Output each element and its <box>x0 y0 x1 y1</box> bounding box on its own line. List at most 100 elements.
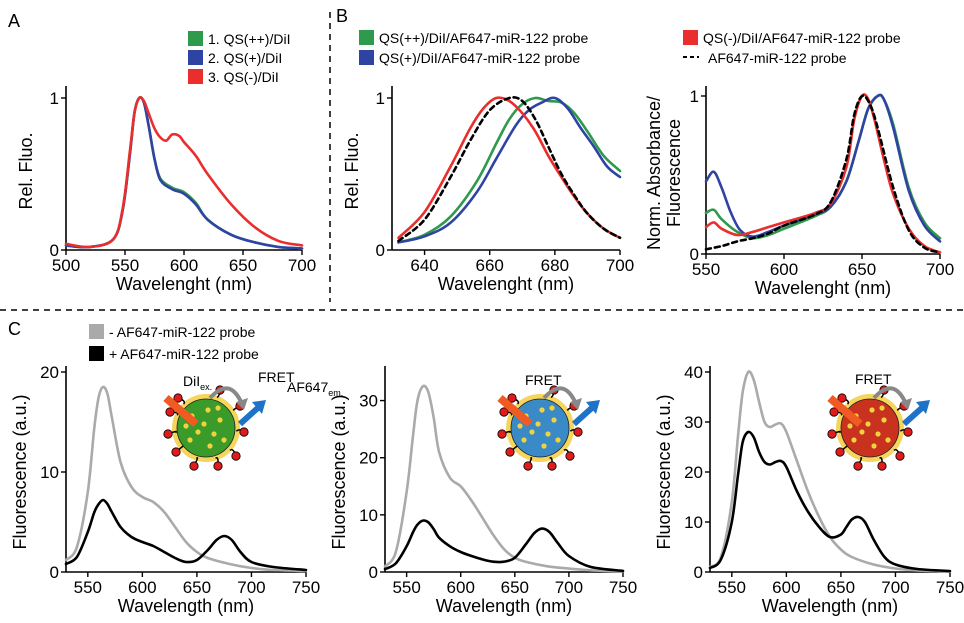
series-line-1 <box>397 96 622 244</box>
nanoparticle-illustration-1 <box>163 385 266 471</box>
fret-arrowhead <box>570 398 582 410</box>
legend-b-item: QS(+)/DiI/AF647-miR-122 probe <box>359 50 580 66</box>
y-axis-label: Norm. Absorbance/Fluorescence <box>644 96 684 250</box>
x-tick-label: 650 <box>848 260 876 279</box>
legend-label: + AF647-miR-122 probe <box>109 346 259 362</box>
y-tick-label: 1 <box>50 89 59 108</box>
legend-c: - AF647-miR-122 probe + AF647-miR-122 pr… <box>89 324 259 362</box>
dye-dot <box>871 443 877 449</box>
dye-dot <box>859 429 865 435</box>
probe-dye <box>547 461 557 471</box>
fret-arrowhead <box>900 398 912 410</box>
series-line-1 <box>64 385 308 573</box>
probe-dye <box>829 407 839 417</box>
insets-layer: DiIex. FRET AF647em. FRET FRET <box>163 369 930 471</box>
dye-dot <box>211 431 217 437</box>
probe-dye <box>827 429 837 439</box>
series-line-3 <box>704 93 942 254</box>
legend-label: 1. QS(++)/DiI <box>208 31 290 47</box>
dye-dot <box>541 443 547 449</box>
probe-dye <box>239 427 249 437</box>
dye-dot <box>869 407 875 413</box>
x-axis-label: Wavelength (nm) <box>118 596 254 616</box>
legend-a-item: 3. QS(-)/DiI <box>188 69 279 85</box>
x-tick-label: 680 <box>541 256 569 275</box>
dye-dot <box>539 407 545 413</box>
dye-dot <box>205 407 211 413</box>
series-line-1 <box>64 96 304 250</box>
dye-dot <box>551 417 557 423</box>
y-axis-label: Fluorescence (a.u.) <box>654 394 674 549</box>
x-tick-label: 700 <box>237 578 265 597</box>
chart-c2: 550 600 650 700 750 0 10 20 30 Wavelength (nm) Flu… <box>329 366 637 616</box>
chart-a: 500 550 600 650 700 0 1 Wavelenght (nm) Rel. Flu… <box>16 86 316 294</box>
chart-c1: 550 600 650 700 750 0 10 20 Wavelength (nm) Fluor… <box>10 363 320 616</box>
inset-c3: FRET <box>855 371 892 387</box>
legend-label: QS(++)/DiI/AF647-miR-122 probe <box>379 30 589 46</box>
y-axis-label-line: Fluorescence <box>664 119 684 227</box>
legend-swatch <box>188 69 203 84</box>
y-tick-label: 10 <box>684 513 703 532</box>
series-line-4 <box>704 94 942 254</box>
legend-swatch <box>89 346 104 361</box>
emission-arrow <box>237 403 263 427</box>
dye-dot <box>535 421 541 427</box>
legend-b-item: AF647-miR-122 probe <box>683 50 847 66</box>
y-tick-label: 30 <box>684 413 703 432</box>
y-tick-label: 20 <box>684 463 703 482</box>
dye-dot <box>851 437 857 443</box>
x-tick-label: 700 <box>926 260 954 279</box>
dye-dot <box>187 437 193 443</box>
excitation-arrow <box>827 394 863 428</box>
y-axis-label-line: Norm. Absorbance/ <box>644 96 664 250</box>
emission-arrow <box>901 403 927 427</box>
y-axis-label: Rel. Fluo. <box>16 132 36 209</box>
x-tick-label: 700 <box>555 578 583 597</box>
inset-c1: DiIex. FRET AF647em. <box>183 369 343 398</box>
dye-dot <box>517 423 523 429</box>
y-tick-label: 0 <box>369 563 378 582</box>
dye-dot <box>529 429 535 435</box>
excitation-arrow <box>497 394 533 428</box>
probe-dye <box>165 407 175 417</box>
dye-dot <box>885 437 891 443</box>
emission-arrowhead <box>586 400 600 414</box>
emission-arrowhead <box>916 400 930 414</box>
probe-dye <box>163 429 173 439</box>
dye-dot <box>549 405 555 411</box>
x-tick-label: 750 <box>609 578 637 597</box>
y-tick-label: 0 <box>50 563 59 582</box>
legend-swatch <box>188 50 203 65</box>
x-tick-label: 660 <box>476 256 504 275</box>
probe-dye <box>573 427 583 437</box>
legend-swatch <box>188 31 203 46</box>
dye-dot <box>545 431 551 437</box>
legend-b-item: QS(-)/DiI/AF647-miR-122 probe <box>683 30 901 46</box>
y-axis-label: Rel. Fluo. <box>342 132 362 209</box>
x-tick-label: 750 <box>936 578 964 597</box>
dye-dot <box>195 429 201 435</box>
x-tick-label: 550 <box>392 578 420 597</box>
y-tick-label: 0 <box>694 563 703 582</box>
probe-dye <box>189 461 199 471</box>
dye-dot <box>521 437 527 443</box>
series-line-2 <box>64 498 308 572</box>
probe-dye <box>903 427 913 437</box>
legend-swatch <box>683 30 698 45</box>
series-line-4 <box>397 96 622 243</box>
x-tick-label: 550 <box>74 578 102 597</box>
x-axis-label: Wavelenght (nm) <box>116 274 252 294</box>
x-tick-label: 600 <box>170 256 198 275</box>
x-tick-label: 700 <box>881 578 909 597</box>
series-line-2 <box>397 96 622 244</box>
x-tick-label: 640 <box>410 256 438 275</box>
probe-dye <box>499 407 509 417</box>
fret-arrow <box>208 386 244 405</box>
x-tick-label: 650 <box>501 578 529 597</box>
fret-arrow <box>542 386 578 405</box>
probe-dye <box>877 461 887 471</box>
panel-label-b: B <box>336 6 348 26</box>
legend-label: 3. QS(-)/DiI <box>208 69 279 85</box>
inset-c2: FRET <box>525 372 562 388</box>
legend-label: QS(+)/DiI/AF647-miR-122 probe <box>379 50 580 66</box>
